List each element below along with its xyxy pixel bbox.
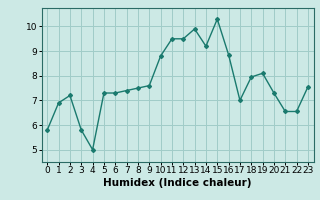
X-axis label: Humidex (Indice chaleur): Humidex (Indice chaleur) [103, 178, 252, 188]
